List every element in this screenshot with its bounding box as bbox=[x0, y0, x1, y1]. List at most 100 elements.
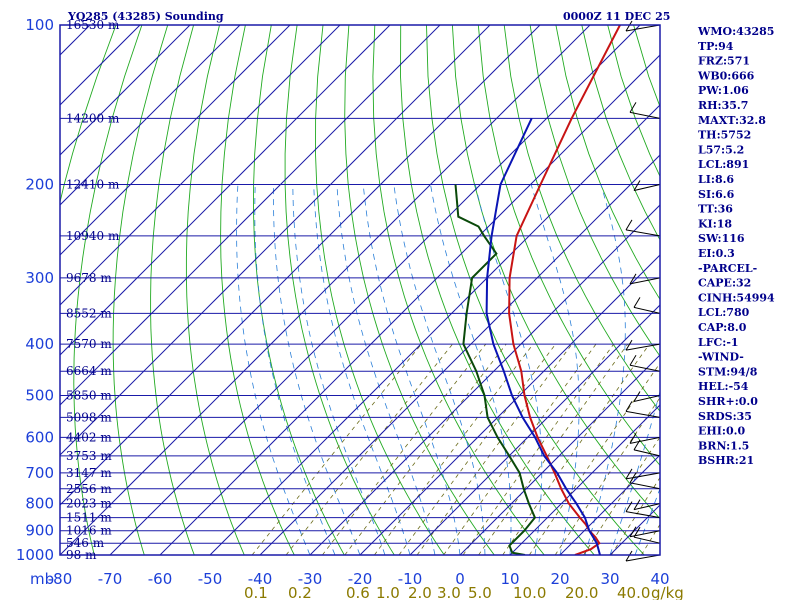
isotherm bbox=[209, 104, 660, 555]
wind-barb-shaft bbox=[625, 24, 661, 32]
index-item: LFC:-1 bbox=[698, 336, 739, 349]
pressure-unit-label: mb bbox=[30, 570, 54, 588]
wind-barb-shaft bbox=[625, 343, 661, 351]
temperature-tick-label: -20 bbox=[348, 570, 373, 588]
index-item: TT:36 bbox=[698, 203, 733, 216]
wind-barb bbox=[625, 401, 661, 418]
pressure-tick-label: 500 bbox=[25, 386, 54, 404]
wind-barb-flag bbox=[633, 526, 641, 538]
height-label: 5098 m bbox=[66, 410, 112, 424]
height-label: 16530 m bbox=[66, 18, 120, 32]
pressure-tick-label: 600 bbox=[25, 428, 54, 446]
height-label: 8552 m bbox=[66, 306, 112, 320]
wind-barb bbox=[629, 273, 661, 285]
height-label: 14200 m bbox=[66, 111, 120, 125]
wind-barb-shaft bbox=[633, 306, 661, 314]
isotherm bbox=[60, 25, 541, 506]
wind-barb-shaft bbox=[625, 511, 661, 519]
wind-barb bbox=[633, 297, 661, 314]
isotherm bbox=[60, 25, 191, 156]
index-item: WB0:666 bbox=[697, 69, 755, 82]
index-item: BSHR:21 bbox=[698, 454, 754, 467]
wind-barb-flag bbox=[629, 472, 637, 484]
isotherm bbox=[159, 54, 660, 555]
pressure-tick-label: 700 bbox=[25, 464, 54, 482]
temperature-tick-label: 0 bbox=[455, 570, 465, 588]
mixing-ratio-label: 40.0 bbox=[617, 584, 650, 600]
pressure-tick-label: 1000 bbox=[16, 546, 54, 564]
index-item: CAPE:32 bbox=[698, 277, 751, 290]
wind-barb-flag bbox=[625, 339, 633, 351]
wind-barb-shaft bbox=[629, 436, 661, 444]
wind-barb bbox=[629, 472, 661, 490]
wind-barb bbox=[625, 219, 661, 237]
wind-barb bbox=[633, 526, 661, 544]
wind-barb-flag bbox=[629, 102, 637, 113]
height-label: 1016 m bbox=[66, 524, 112, 538]
wind-barb-shaft bbox=[629, 364, 661, 372]
isotherm bbox=[459, 354, 660, 555]
isotherm bbox=[60, 25, 591, 555]
wind-barb-flag bbox=[625, 20, 633, 32]
moist-adiabat bbox=[393, 184, 486, 555]
wind-barb-shaft bbox=[625, 472, 661, 480]
height-label: 4402 m bbox=[66, 430, 112, 444]
wind-barb-flag bbox=[625, 401, 633, 412]
wind-barb bbox=[625, 339, 661, 351]
mixing-ratio-label: 0.6 bbox=[346, 584, 370, 600]
index-item: STM:94/8 bbox=[698, 365, 758, 378]
grid-layer bbox=[60, 25, 660, 555]
wind-barb-shaft bbox=[629, 111, 661, 119]
temperature-tick-label: 20 bbox=[550, 570, 569, 588]
index-item: LCL:780 bbox=[698, 306, 750, 319]
height-label: 98 m bbox=[66, 548, 97, 562]
index-item: WMO:43285 bbox=[697, 25, 774, 38]
isotherm bbox=[559, 454, 660, 555]
temperature-tick-label: 30 bbox=[600, 570, 619, 588]
height-label: 12410 m bbox=[66, 178, 120, 192]
height-label: 9678 m bbox=[66, 271, 112, 285]
mixing-ratio-label: 2.0 bbox=[408, 584, 432, 600]
pressure-tick-label: 900 bbox=[25, 522, 54, 540]
pressure-tick-label: 300 bbox=[25, 269, 54, 287]
wind-barb-flag bbox=[633, 297, 641, 308]
mixing-ratio-label: 0.1 bbox=[244, 584, 268, 600]
index-item: KI:18 bbox=[698, 217, 732, 230]
wind-barb-flag bbox=[629, 273, 637, 285]
index-item: LCL:891 bbox=[698, 158, 749, 171]
index-item: TP:94 bbox=[698, 40, 734, 53]
isotherm bbox=[60, 25, 391, 356]
index-item: -WIND- bbox=[698, 351, 744, 364]
isotherm bbox=[309, 204, 660, 555]
height-label: 2556 m bbox=[66, 482, 112, 496]
temperature-tick-label: 40 bbox=[650, 570, 669, 588]
mixing-ratio-label: 0.2 bbox=[288, 584, 312, 600]
moist-adiabat bbox=[530, 184, 580, 555]
wind-barb-flag bbox=[633, 180, 641, 191]
index-item: TH:5752 bbox=[698, 129, 751, 142]
wind-barb bbox=[625, 501, 661, 519]
height-label: 3753 m bbox=[66, 449, 112, 463]
height-label: 7570 m bbox=[66, 337, 112, 351]
temperature-tick-label: -60 bbox=[148, 570, 173, 588]
wind-barb bbox=[625, 550, 661, 562]
height-label: 10940 m bbox=[66, 229, 120, 243]
isotherm bbox=[60, 25, 241, 206]
mixing-ratio-label: 20.0 bbox=[565, 584, 598, 600]
wind-barb-flag bbox=[625, 550, 633, 562]
mixing-ratio-label: 3.0 bbox=[437, 584, 461, 600]
pressure-tick-label: 100 bbox=[25, 16, 54, 34]
isotherm bbox=[109, 25, 641, 555]
height-label: 5850 m bbox=[66, 388, 112, 402]
index-item: BRN:1.5 bbox=[698, 439, 749, 452]
mixing-ratio-label: 10.0 bbox=[513, 584, 546, 600]
wind-barb bbox=[625, 468, 661, 480]
wind-barb-flag bbox=[633, 499, 641, 510]
dewpoint-line bbox=[454, 184, 537, 555]
wind-barb bbox=[633, 439, 661, 457]
temperature-tick-label: -70 bbox=[98, 570, 123, 588]
isotherm bbox=[60, 25, 441, 406]
